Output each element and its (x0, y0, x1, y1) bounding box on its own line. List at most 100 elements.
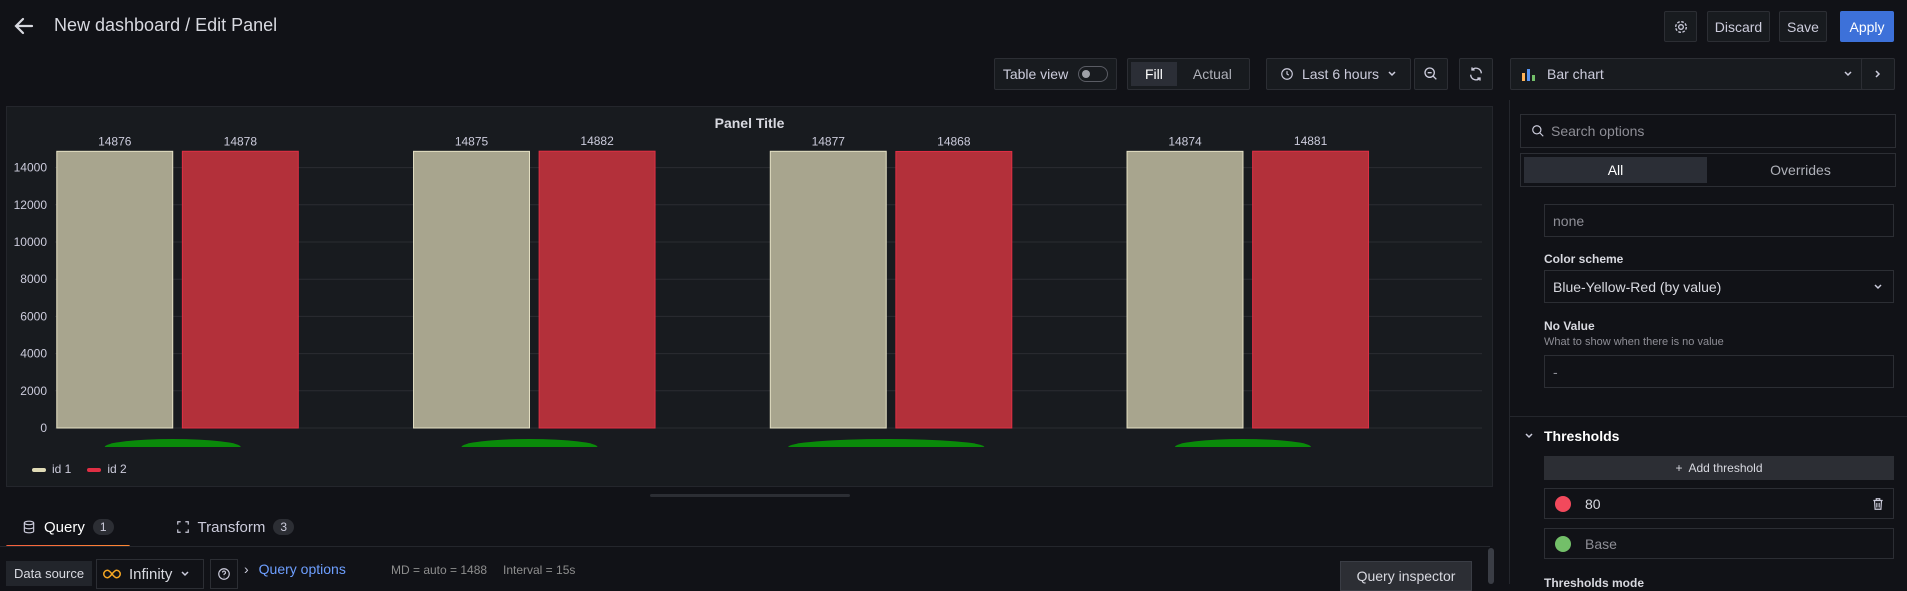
thresholds-title: Thresholds (1544, 428, 1620, 444)
data-source-picker[interactable]: Infinity (96, 559, 204, 589)
options-filter-switch: All Overrides (1520, 153, 1896, 187)
color-scheme-select[interactable]: Blue-Yellow-Red (by value) (1544, 270, 1894, 303)
bar-chart: 0 2000 4000 6000 8000 10000 12000 14000 14876 148… (14, 134, 1482, 447)
bar-value-label: 14882 (580, 134, 614, 148)
y-tick-label: 14000 (14, 161, 48, 175)
back-arrow-icon[interactable] (12, 14, 36, 38)
max-data-points: MD = auto = 1488 (391, 563, 488, 577)
transform-count-badge: 3 (273, 519, 295, 535)
no-value-description: What to show when there is no value (1544, 336, 1724, 348)
time-range-picker[interactable]: Last 6 hours (1266, 58, 1411, 90)
threshold-base-label: Base (1585, 535, 1617, 552)
search-options-field[interactable]: Search options (1520, 114, 1896, 148)
tab-all[interactable]: All (1524, 157, 1707, 183)
color-scheme-label: Color scheme (1544, 252, 1624, 266)
chevron-right-icon: › (244, 561, 249, 577)
legend-item-id1[interactable]: id 1 (32, 462, 71, 476)
tab-query[interactable]: Query 1 (6, 510, 130, 548)
top-bar: New dashboard / Edit Panel Discard Save … (0, 0, 1907, 52)
transform-icon (176, 521, 189, 533)
chevron-down-icon (1874, 283, 1882, 289)
options-pane: Search options All Overrides none Color … (1509, 100, 1907, 590)
thresholds-header[interactable]: Thresholds (1524, 428, 1619, 444)
chevron-down-icon (1388, 71, 1396, 77)
threshold-color-swatch[interactable] (1555, 495, 1571, 512)
redacted-category-label (1174, 439, 1311, 447)
legend-swatch (32, 467, 46, 472)
panel-title[interactable]: Panel Title (714, 115, 785, 131)
legend-item-id2[interactable]: id 2 (87, 462, 127, 476)
threshold-row: 80 (1544, 488, 1894, 519)
bar (538, 150, 656, 429)
zoom-out-button[interactable] (1414, 58, 1448, 90)
trash-icon[interactable] (1871, 497, 1885, 511)
y-tick-label: 2000 (20, 384, 47, 398)
data-source-name: Infinity (129, 565, 173, 583)
bar-value-label: 14874 (1168, 134, 1202, 148)
no-value-input[interactable]: - (1544, 355, 1894, 388)
bar (56, 150, 174, 429)
scrollbar[interactable] (1488, 548, 1494, 584)
redacted-category-label (788, 439, 985, 447)
no-value-label: No Value (1544, 319, 1595, 333)
y-tick-label: 12000 (14, 198, 48, 212)
threshold-color-swatch[interactable] (1555, 535, 1571, 552)
y-tick-label: 6000 (20, 309, 47, 323)
data-source-label: Data source (6, 561, 93, 586)
gear-icon (1674, 20, 1687, 33)
query-inspector-button[interactable]: Query inspector (1340, 561, 1472, 591)
visualization-picker[interactable]: Bar chart (1510, 58, 1866, 90)
bar (895, 150, 1013, 429)
tab-query-label: Query (44, 518, 85, 536)
database-icon (23, 520, 35, 534)
bar-value-label: 14877 (812, 134, 846, 148)
chevron-right-icon (1875, 70, 1881, 78)
y-tick-label: 4000 (20, 347, 47, 361)
search-placeholder: Search options (1551, 123, 1645, 139)
refresh-button[interactable] (1459, 58, 1493, 90)
color-scheme-value: Blue-Yellow-Red (by value) (1553, 278, 1722, 295)
threshold-value[interactable]: 80 (1585, 495, 1601, 512)
chevron-down-icon (1844, 71, 1852, 77)
panel-resize-handle[interactable] (650, 494, 850, 497)
threshold-row-base: Base (1544, 528, 1894, 559)
table-view-label: Table view (1002, 66, 1069, 82)
query-options-toggle[interactable]: › Query options (244, 561, 346, 577)
bar-value-label: 14876 (98, 134, 132, 148)
apply-button[interactable]: Apply (1840, 11, 1894, 42)
bar-chart-icon (1522, 69, 1535, 81)
discard-button[interactable]: Discard (1707, 11, 1770, 42)
plus-icon: + (1675, 461, 1683, 475)
panel-preview: Panel Title 0 2000 4000 6000 8000 10000 12000 1… (6, 106, 1493, 487)
section-divider (1510, 416, 1907, 417)
zoom-out-icon (1424, 67, 1437, 80)
thresholds-mode-label: Thresholds mode (1544, 576, 1645, 590)
actual-option[interactable]: Actual (1192, 66, 1232, 82)
bar (413, 150, 530, 429)
bar (181, 150, 299, 429)
visualization-label: Bar chart (1547, 66, 1604, 82)
collapse-options-button[interactable] (1861, 58, 1895, 90)
table-view-toggle[interactable]: Table view (994, 58, 1117, 90)
fill-option[interactable]: Fill (1131, 62, 1177, 86)
y-tick-label: 0 (40, 421, 47, 435)
bar-value-label: 14878 (224, 134, 258, 148)
refresh-icon (1470, 67, 1482, 81)
add-threshold-button[interactable]: + Add threshold (1544, 456, 1894, 480)
settings-button[interactable] (1664, 11, 1697, 42)
search-icon (1532, 125, 1544, 137)
tab-transform[interactable]: Transform 3 (160, 510, 310, 544)
bar-value-label: 14875 (455, 134, 489, 148)
tab-overrides[interactable]: Overrides (1770, 162, 1831, 178)
redacted-category-label (104, 439, 241, 447)
bar (769, 150, 887, 429)
y-tick-label: 10000 (14, 235, 48, 249)
clock-icon (1281, 68, 1293, 80)
save-button[interactable]: Save (1779, 11, 1827, 42)
unit-input[interactable]: none (1544, 204, 1894, 237)
legend-swatch (87, 467, 102, 472)
toggle-switch[interactable] (1078, 66, 1109, 82)
interval-info: Interval = 15s (503, 563, 576, 577)
help-button[interactable] (210, 559, 238, 589)
chevron-down-icon (1525, 433, 1533, 439)
